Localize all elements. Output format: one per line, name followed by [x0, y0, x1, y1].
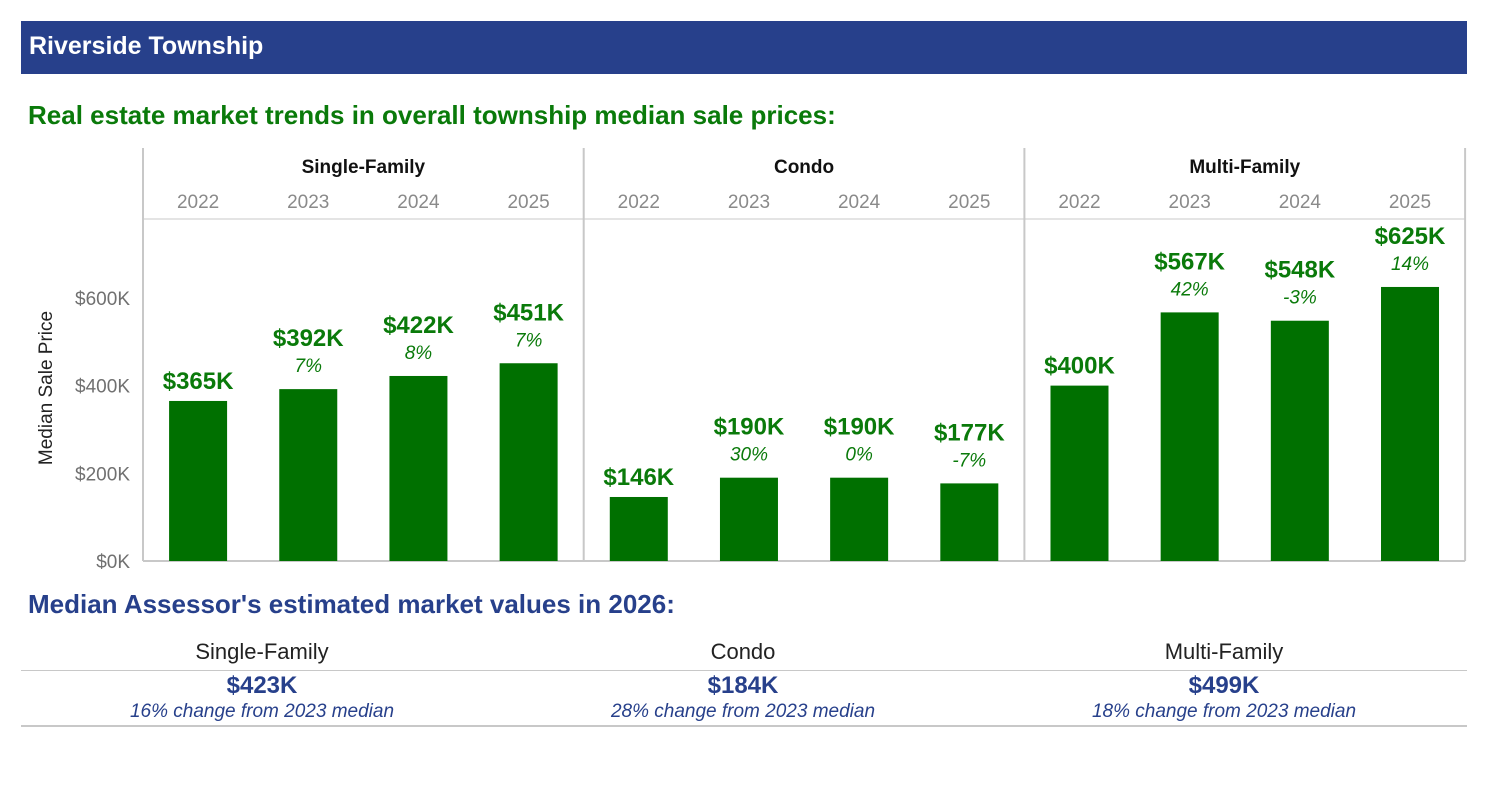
bar-change-label: 30% [730, 445, 768, 466]
bar [389, 375, 448, 561]
year-label: 2024 [397, 192, 440, 213]
bar-value-label: $365K [163, 368, 234, 395]
bar [169, 400, 228, 561]
y-tick-label: $200K [75, 464, 130, 485]
year-label: 2024 [838, 192, 881, 213]
bar [719, 477, 778, 561]
bar-change-label: 42% [1171, 279, 1209, 300]
bar [1160, 312, 1219, 561]
year-label: 2023 [1169, 192, 1211, 213]
bar-value-label: $451K [493, 299, 564, 326]
table-header-divider [21, 670, 1467, 671]
year-label: 2022 [177, 192, 219, 213]
year-label: 2023 [287, 192, 329, 213]
assessor-change: 18% change from 2023 median [1091, 701, 1357, 722]
y-tick-label: $400K [75, 377, 130, 398]
bar [830, 477, 889, 561]
bar-change-label: 7% [295, 356, 323, 377]
assessor-value: $423K [226, 672, 298, 699]
assessor-category: Condo [710, 639, 776, 664]
page-title: Riverside Township [29, 32, 264, 60]
year-label: 2025 [507, 192, 549, 213]
bar [1270, 320, 1329, 561]
bar-value-label: $422K [383, 312, 454, 339]
bar [609, 496, 668, 561]
bar [499, 363, 558, 561]
bar-change-label: -3% [1283, 288, 1317, 309]
y-tick-label: $0K [96, 552, 130, 573]
panel-title: Multi-Family [1189, 157, 1300, 178]
bar-change-label: 8% [405, 343, 433, 364]
y-axis-label: Median Sale Price [36, 311, 57, 465]
year-label: 2025 [1389, 192, 1431, 213]
assessor-category: Single-Family [195, 639, 329, 664]
year-label: 2022 [618, 192, 660, 213]
year-label: 2024 [1279, 192, 1322, 213]
bar [1381, 286, 1440, 561]
table-bottom-divider [21, 725, 1467, 727]
assessor-col-single-family: Single-Family $423K 16% change from 2023… [21, 636, 503, 723]
bar-change-label: -7% [952, 450, 986, 471]
assessor-value: $184K [707, 672, 779, 699]
bar [279, 389, 338, 561]
bar-value-label: $567K [1154, 248, 1225, 275]
year-label: 2025 [948, 192, 990, 213]
assessor-col-multi-family: Multi-Family $499K 18% change from 2023 … [983, 636, 1465, 723]
panel-title: Single-Family [302, 157, 426, 178]
bar [940, 483, 999, 561]
bar-value-label: $392K [273, 325, 344, 352]
y-tick-label: $600K [75, 289, 130, 310]
bar-value-label: $146K [603, 464, 674, 491]
bar-value-label: $400K [1044, 353, 1115, 380]
bar-value-label: $548K [1264, 257, 1335, 284]
panel-title: Condo [774, 157, 834, 178]
assessor-value: $499K [1188, 672, 1260, 699]
assessor-table: Single-Family $423K 16% change from 2023… [21, 636, 1467, 728]
header-banner: Riverside Township [21, 21, 1467, 74]
bar-change-label: 14% [1391, 254, 1429, 275]
bar-value-label: $190K [824, 414, 895, 441]
bar-value-label: $625K [1375, 223, 1446, 250]
year-label: 2022 [1058, 192, 1100, 213]
bar-change-label: 7% [515, 330, 543, 351]
bar-change-label: 0% [845, 445, 873, 466]
assessor-category: Multi-Family [1164, 639, 1284, 664]
assessor-change: 28% change from 2023 median [610, 701, 876, 722]
assessor-col-condo: Condo $184K 28% change from 2023 median [502, 636, 984, 723]
bar-value-label: $177K [934, 419, 1005, 446]
year-label: 2023 [728, 192, 770, 213]
trends-title: Real estate market trends in overall tow… [28, 100, 836, 130]
assessor-change: 16% change from 2023 median [129, 701, 395, 722]
bar [1050, 385, 1109, 561]
assessor-title: Median Assessor's estimated market value… [28, 589, 675, 619]
bar-value-label: $190K [714, 414, 785, 441]
